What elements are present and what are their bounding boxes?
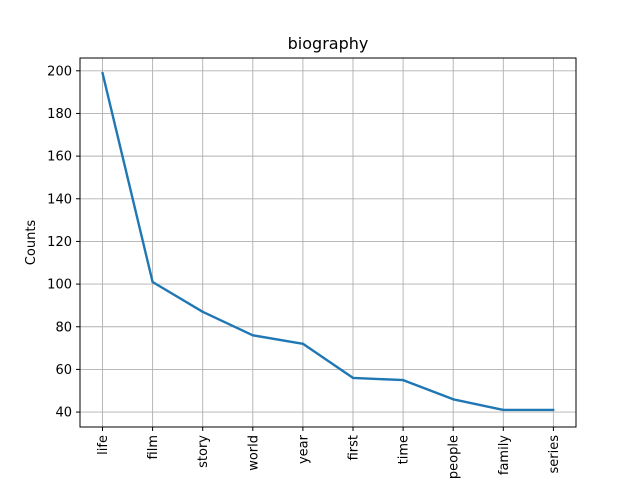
- x-tick-label: story: [196, 435, 211, 468]
- x-tick-label: film: [146, 435, 161, 459]
- y-axis-label: Counts: [24, 220, 39, 266]
- y-tick-label: 140: [47, 192, 72, 207]
- x-tick-label: world: [246, 435, 261, 471]
- x-tick-label: life: [96, 435, 111, 455]
- y-tick-label: 60: [55, 363, 72, 378]
- x-tick-label: series: [547, 435, 562, 474]
- x-tick-label: people: [447, 435, 462, 479]
- x-tick-label: time: [397, 435, 412, 464]
- data-point-world: [251, 334, 254, 337]
- y-tick-label: 80: [55, 320, 72, 335]
- y-axis-ticks: 40 60 80 100 120 140 160 180 200: [47, 64, 80, 421]
- data-point-people: [452, 398, 455, 401]
- y-tick-label: 100: [47, 278, 72, 293]
- x-tick-label: family: [497, 435, 512, 475]
- data-point-year: [301, 342, 305, 346]
- x-tick-label: year: [296, 434, 311, 464]
- plot-frame: [79, 57, 577, 428]
- y-tick-label: 180: [47, 107, 72, 122]
- data-point-film: [151, 280, 154, 284]
- y-tick-label: 40: [55, 406, 72, 421]
- y-tick-label: 200: [47, 64, 72, 79]
- chart-title: biography: [288, 34, 369, 53]
- series-line: [101, 72, 554, 412]
- data-point-series: [552, 408, 555, 412]
- y-tick-label: 160: [47, 150, 72, 165]
- data-point-time: [401, 378, 405, 382]
- data-point-life: [101, 71, 104, 75]
- x-tick-label: first: [347, 435, 362, 460]
- data-point-first: [351, 376, 355, 380]
- series-layer: [101, 71, 555, 412]
- y-tick-label: 120: [47, 235, 72, 250]
- grid: [80, 58, 576, 427]
- data-point-family: [502, 408, 505, 412]
- x-axis-ticks: life film story world year first time people fam…: [96, 427, 562, 479]
- data-point-story: [201, 310, 204, 314]
